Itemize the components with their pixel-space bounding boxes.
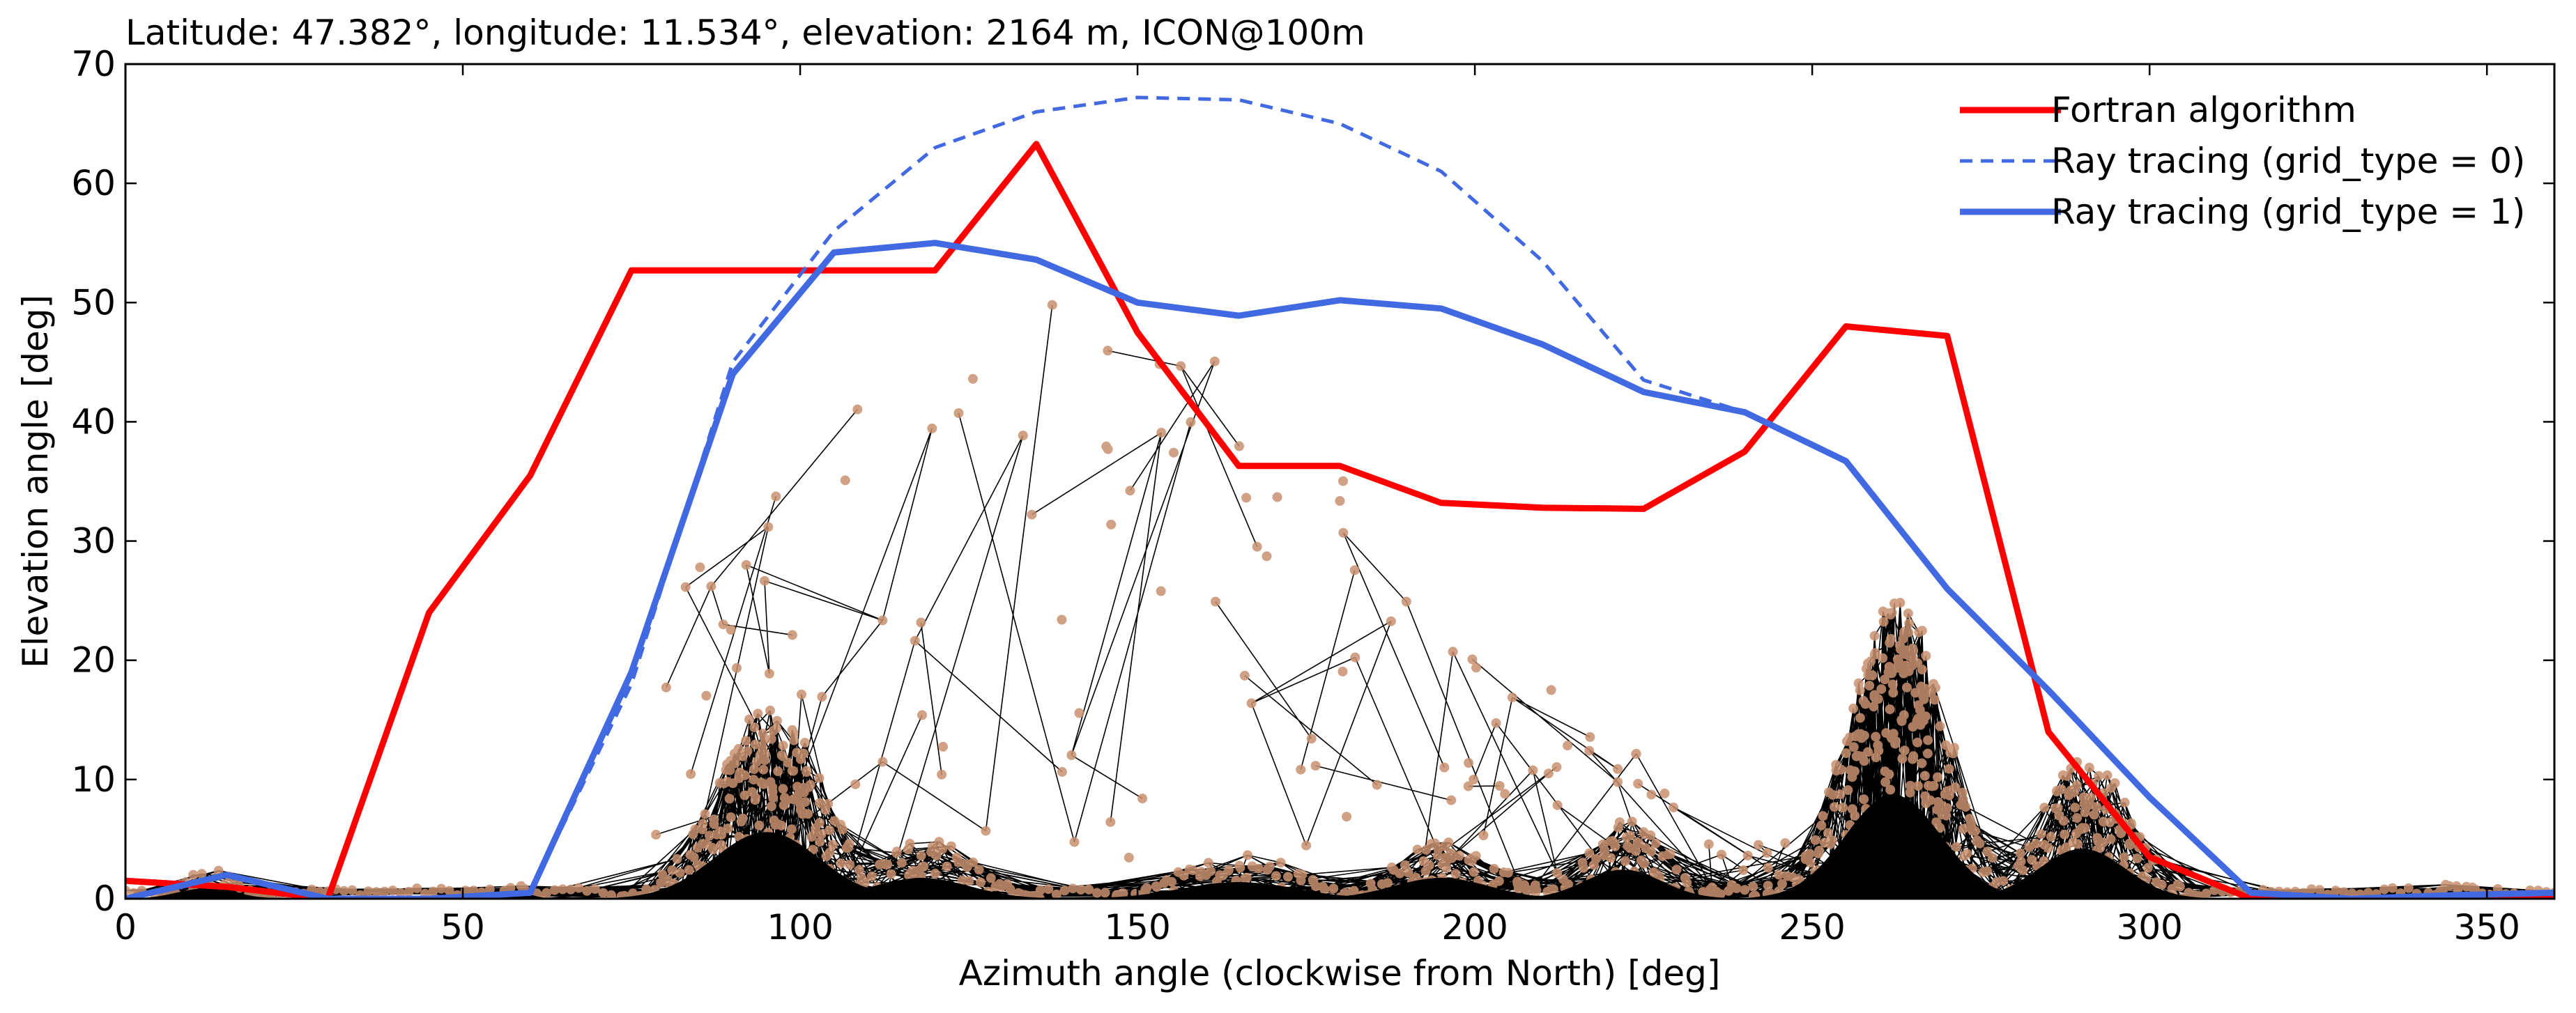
series-lines — [125, 95, 2554, 899]
legend-label: Fortran algorithm — [2051, 90, 2356, 130]
y-tick-label: 60 — [71, 163, 116, 203]
y-tick-label: 0 — [93, 879, 116, 919]
x-tick-label: 300 — [2116, 907, 2182, 948]
legend-label: Ray tracing (grid_type = 0) — [2051, 141, 2525, 181]
y-axis-ticks: 0 10 20 30 40 50 60 70 — [71, 44, 2554, 919]
x-tick-label: 350 — [2453, 907, 2520, 948]
chart-title: Latitude: 47.382°, longitude: 11.534°, e… — [125, 13, 1365, 53]
series-line-2 — [125, 240, 2554, 899]
x-tick-label: 50 — [440, 907, 485, 948]
x-tick-label: 250 — [1779, 907, 1845, 948]
x-axis-label: Azimuth angle (clockwise from North) [de… — [959, 953, 1721, 993]
y-tick-label: 10 — [71, 759, 116, 800]
x-tick-label: 150 — [1104, 907, 1170, 948]
series-line-0 — [125, 141, 2554, 899]
y-axis-label: Elevation angle [deg] — [15, 295, 56, 668]
y-tick-label: 50 — [71, 282, 116, 323]
y-tick-label: 20 — [71, 640, 116, 681]
legend: Fortran algorithm Ray tracing (grid_type … — [1960, 90, 2525, 232]
terrain-vertices — [125, 300, 2554, 899]
y-tick-label: 40 — [71, 401, 116, 442]
legend-label: Ray tracing (grid_type = 1) — [2051, 192, 2525, 232]
y-tick-label: 70 — [71, 44, 116, 84]
x-tick-label: 100 — [767, 907, 833, 948]
plot-frame — [124, 63, 2556, 900]
terrain-base — [125, 794, 2554, 899]
y-tick-label: 30 — [71, 521, 116, 562]
x-tick-label: 0 — [114, 907, 137, 948]
x-tick-label: 200 — [1441, 907, 1508, 948]
x-axis-ticks: 0 50 100 150 200 250 300 350 — [114, 64, 2520, 948]
